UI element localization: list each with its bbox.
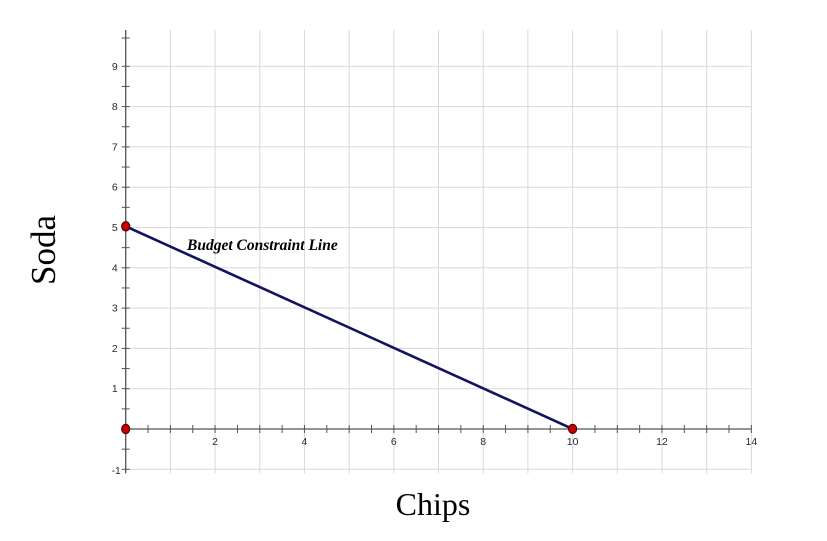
svg-text:1: 1 bbox=[112, 383, 118, 395]
svg-text:10: 10 bbox=[567, 436, 579, 448]
svg-text:Soda: Soda bbox=[24, 215, 63, 285]
svg-text:6: 6 bbox=[112, 182, 118, 194]
svg-text:2: 2 bbox=[112, 343, 118, 355]
svg-text:8: 8 bbox=[112, 101, 118, 113]
svg-text:3: 3 bbox=[112, 303, 118, 315]
svg-text:8: 8 bbox=[480, 436, 486, 448]
svg-text:Budget Constraint Line: Budget Constraint Line bbox=[186, 237, 338, 254]
svg-text:9: 9 bbox=[112, 61, 118, 73]
svg-text:7: 7 bbox=[112, 141, 118, 153]
svg-text:4: 4 bbox=[302, 436, 308, 448]
svg-text:14: 14 bbox=[746, 436, 758, 448]
svg-text:4: 4 bbox=[112, 262, 118, 274]
svg-text:2: 2 bbox=[212, 436, 218, 448]
svg-text:12: 12 bbox=[656, 436, 668, 448]
svg-text:-1: -1 bbox=[112, 466, 121, 477]
svg-text:5: 5 bbox=[112, 222, 118, 234]
svg-text:6: 6 bbox=[391, 436, 397, 448]
